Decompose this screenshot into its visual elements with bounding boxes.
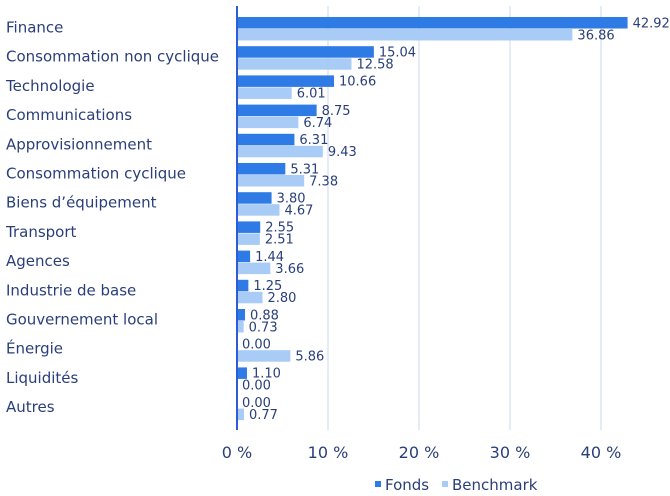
bar-benchmark-7 — [237, 233, 260, 245]
category-label-9: Industrie de base — [6, 281, 136, 299]
bar-fonds-9 — [237, 279, 249, 292]
category-label-12: Liquidités — [6, 369, 79, 387]
bar-fonds-12 — [237, 367, 248, 379]
bar-benchmark-1 — [237, 58, 352, 70]
bar-fonds-0 — [237, 17, 628, 29]
value-label-fonds-8: 1.44 — [255, 250, 284, 265]
category-label-7: Transport — [5, 223, 77, 241]
x-tick-label-3: 30 % — [490, 443, 531, 462]
bar-benchmark-11 — [237, 350, 291, 362]
bar-benchmark-4 — [237, 145, 323, 158]
value-label-fonds-10: 0.88 — [250, 308, 279, 323]
category-label-10: Gouvernement local — [6, 311, 158, 329]
value-label-benchmark-9: 2.80 — [267, 291, 296, 306]
value-label-fonds-4: 6.31 — [299, 133, 328, 148]
value-label-fonds-3: 8.75 — [322, 104, 351, 119]
value-label-benchmark-2: 6.01 — [297, 87, 326, 102]
value-label-benchmark-13: 0.77 — [249, 408, 278, 423]
bars-group — [237, 17, 628, 421]
bar-benchmark-5 — [237, 175, 305, 187]
bar-benchmark-13 — [237, 408, 245, 421]
value-label-fonds-6: 3.80 — [277, 191, 306, 206]
value-label-benchmark-12: 0.00 — [242, 379, 271, 394]
legend-label-0: Fonds — [385, 476, 429, 494]
category-label-3: Communications — [6, 106, 132, 124]
category-label-13: Autres — [6, 398, 55, 416]
bar-fonds-5 — [237, 163, 286, 175]
value-label-fonds-2: 10.66 — [339, 75, 376, 90]
category-label-8: Agences — [6, 252, 70, 270]
value-label-benchmark-0: 36.86 — [577, 28, 614, 43]
value-label-benchmark-1: 12.58 — [356, 57, 393, 72]
value-label-benchmark-5: 7.38 — [309, 174, 338, 189]
legend-label-1: Benchmark — [452, 476, 538, 494]
bar-benchmark-10 — [237, 321, 244, 333]
bar-fonds-8 — [237, 250, 251, 263]
legend: Fonds Benchmark — [375, 476, 538, 494]
value-label-benchmark-3: 6.74 — [303, 116, 332, 131]
value-label-benchmark-10: 0.73 — [249, 320, 278, 335]
value-label-fonds-12: 1.10 — [252, 367, 281, 382]
legend-swatch-0 — [375, 481, 381, 487]
bar-fonds-4 — [237, 133, 295, 146]
value-label-benchmark-7: 2.51 — [265, 233, 294, 248]
value-label-benchmark-6: 4.67 — [284, 203, 313, 218]
x-tick-label-4: 40 % — [581, 443, 622, 462]
bar-fonds-10 — [237, 309, 246, 321]
value-label-fonds-9: 1.25 — [253, 279, 282, 294]
value-label-fonds-11: 0.00 — [242, 337, 271, 352]
value-label-benchmark-4: 9.43 — [328, 145, 357, 160]
x-tick-labels: 0 % 10 % 20 % 30 % 40 % — [222, 443, 622, 462]
bar-benchmark-6 — [237, 204, 280, 216]
value-label-fonds-13: 0.00 — [242, 396, 271, 411]
bar-benchmark-8 — [237, 262, 271, 275]
category-label-6: Biens d’équipement — [6, 194, 157, 212]
bar-benchmark-2 — [237, 87, 292, 99]
bar-benchmark-0 — [237, 29, 573, 41]
value-label-fonds-5: 5.31 — [290, 162, 319, 177]
value-label-benchmark-8: 3.66 — [275, 262, 304, 277]
bar-benchmark-3 — [237, 116, 299, 129]
legend-swatch-1 — [442, 481, 448, 487]
bar-fonds-6 — [237, 192, 272, 204]
category-label-1: Consommation non cyclique — [6, 48, 219, 66]
value-label-fonds-0: 42.92 — [633, 16, 670, 31]
bar-fonds-2 — [237, 75, 335, 87]
category-label-2: Technologie — [5, 77, 95, 95]
x-tick-label-0: 0 % — [222, 443, 252, 462]
bar-benchmark-9 — [237, 291, 263, 304]
category-label-4: Approvisionnement — [6, 135, 152, 153]
value-label-benchmark-11: 5.86 — [295, 349, 324, 364]
category-labels: Finance Consommation non cyclique Technolo… — [5, 19, 219, 417]
x-tick-label-2: 20 % — [399, 443, 440, 462]
value-label-fonds-7: 2.55 — [265, 221, 294, 236]
bar-fonds-1 — [237, 46, 374, 58]
value-label-fonds-1: 15.04 — [379, 45, 416, 60]
category-label-5: Consommation cyclique — [6, 165, 186, 183]
bar-fonds-7 — [237, 221, 261, 233]
x-tick-label-1: 10 % — [308, 443, 349, 462]
bar-fonds-3 — [237, 104, 317, 117]
category-label-11: Énergie — [6, 339, 63, 358]
grid-lines — [327, 6, 602, 430]
category-label-0: Finance — [6, 19, 63, 37]
